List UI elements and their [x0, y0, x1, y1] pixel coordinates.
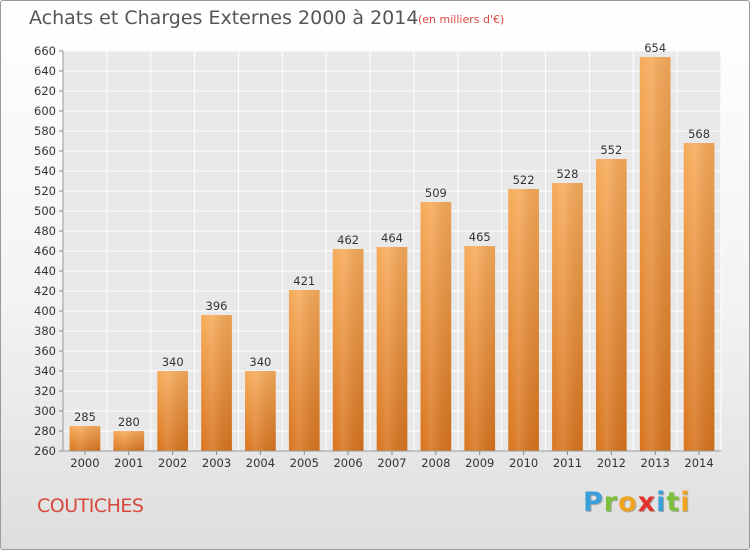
x-tick-label: 2010	[509, 456, 538, 470]
x-tick-label: 2006	[333, 456, 362, 470]
bar-shine	[508, 189, 539, 451]
value-label: 396	[206, 299, 228, 313]
bar-shine	[464, 246, 496, 451]
bar-shine	[420, 202, 452, 451]
value-label: 285	[74, 410, 96, 424]
brand-letter: i	[656, 487, 667, 518]
y-tick-label: 380	[34, 324, 56, 338]
y-tick-label: 280	[34, 424, 56, 438]
x-tick-label: 2003	[202, 456, 231, 470]
y-tick-label: 500	[34, 204, 56, 218]
bar-shine	[639, 57, 671, 451]
bar-shine	[113, 431, 145, 451]
y-tick-label: 440	[34, 264, 56, 278]
bar-shine	[288, 290, 320, 451]
y-tick-label: 540	[34, 164, 56, 178]
x-tick-label: 2008	[421, 456, 450, 470]
brand-letter: x	[637, 487, 657, 518]
value-label: 340	[249, 355, 271, 369]
chart-subtitle: (en milliers d'€)	[418, 13, 505, 26]
x-tick-label: 2009	[465, 456, 494, 470]
x-tick-label: 2012	[597, 456, 626, 470]
x-tick-label: 2011	[553, 456, 582, 470]
bar-shine	[201, 315, 232, 451]
value-label: 509	[425, 186, 447, 200]
value-label: 421	[293, 274, 315, 288]
axis-layer: 260 280 300 320 340 360 380 400 420 440 460 480 500 5…	[34, 41, 721, 470]
brand-letter: r	[603, 487, 619, 518]
chart-title: Achats et Charges Externes 2000 à 2014	[29, 7, 419, 29]
y-tick-label: 400	[34, 304, 56, 318]
x-tick-label: 2005	[290, 456, 319, 470]
bar-shine	[69, 426, 101, 451]
brand-letter: o	[618, 487, 638, 518]
x-tick-label: 2007	[377, 456, 406, 470]
brand-letter: t	[666, 487, 681, 518]
x-tick-label: 2014	[684, 456, 713, 470]
bar-shine	[683, 143, 715, 451]
bar-layer	[69, 57, 715, 451]
y-tick-label: 580	[34, 124, 56, 138]
bar-shine	[245, 371, 276, 451]
y-tick-label: 420	[34, 284, 56, 298]
bar-shine	[376, 247, 408, 451]
bar-shine	[332, 249, 364, 451]
y-tick-label: 260	[34, 444, 56, 458]
value-label: 568	[688, 127, 710, 141]
x-tick-label: 2004	[246, 456, 275, 470]
y-tick-label: 600	[34, 104, 56, 118]
y-tick-label: 360	[34, 344, 56, 358]
y-tick-label: 560	[34, 144, 56, 158]
x-tick-label: 2000	[70, 456, 99, 470]
y-tick-label: 520	[34, 184, 56, 198]
y-tick-label: 620	[34, 84, 56, 98]
y-tick-label: 480	[34, 224, 56, 238]
value-label: 340	[162, 355, 184, 369]
y-tick-label: 660	[34, 44, 56, 58]
value-label: 280	[118, 415, 140, 429]
bar-shine	[552, 183, 583, 451]
value-label: 464	[381, 231, 403, 245]
value-label: 522	[513, 173, 535, 187]
value-label: 528	[556, 167, 578, 181]
x-tick-label: 2001	[114, 456, 143, 470]
commune-name: COUTICHES	[37, 495, 144, 517]
y-tick-label: 460	[34, 244, 56, 258]
y-tick-label: 640	[34, 64, 56, 78]
value-label: 654	[644, 41, 666, 55]
y-tick-label: 300	[34, 404, 56, 418]
x-tick-label: 2002	[158, 456, 187, 470]
value-label: 462	[337, 233, 359, 247]
value-label: 465	[469, 230, 491, 244]
y-tick-label: 320	[34, 384, 56, 398]
brand-letter: P	[583, 487, 604, 518]
y-tick-label: 340	[34, 364, 56, 378]
bar-shine	[595, 159, 627, 451]
value-label: 552	[600, 143, 622, 157]
brand-letter: i	[680, 487, 691, 518]
bar-shine	[157, 371, 189, 451]
x-tick-label: 2013	[641, 456, 670, 470]
